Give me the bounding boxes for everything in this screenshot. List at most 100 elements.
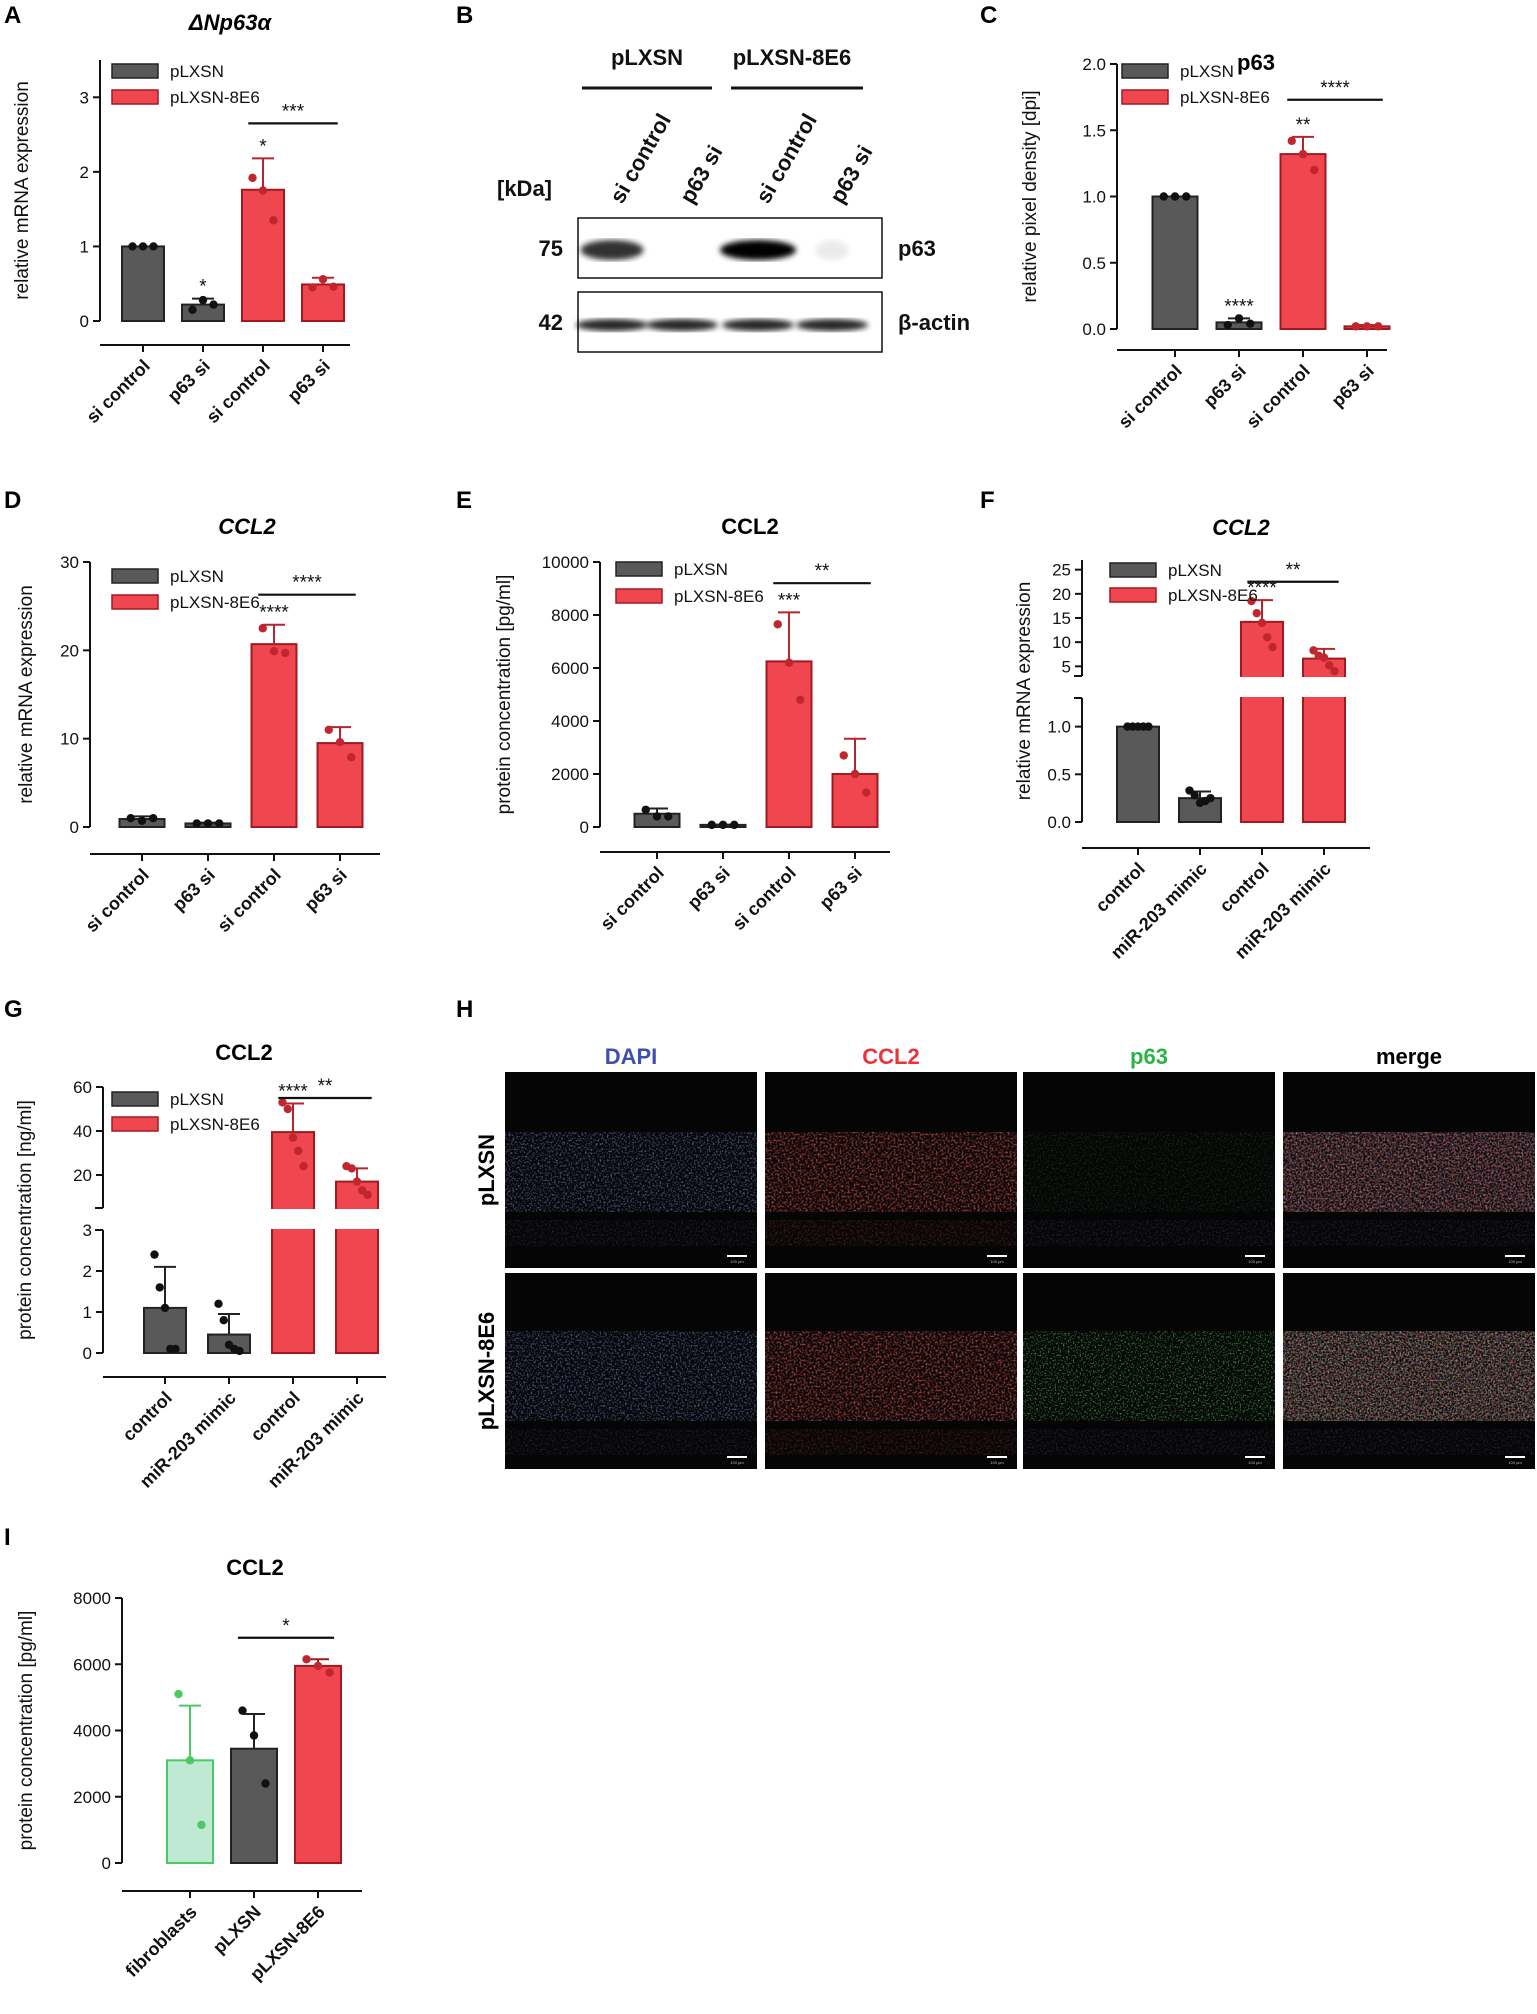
- protein-band: [580, 240, 644, 260]
- scale-bar-label: 100 µm: [730, 1259, 744, 1264]
- stroma-stain: [1023, 1429, 1275, 1455]
- bar-break-gap: [1239, 677, 1285, 697]
- lane-label: si control: [605, 109, 676, 207]
- significance-label: ***: [778, 590, 801, 611]
- y-tick-label: 20: [73, 1166, 92, 1185]
- legend-swatch: [111, 1116, 159, 1132]
- scale-bar-label: 100 µm: [1248, 1259, 1262, 1264]
- data-point: [261, 1779, 270, 1788]
- row-label: pLXSN-8E6: [474, 1312, 499, 1431]
- chart-title: CCL2: [215, 1040, 272, 1065]
- bar: [1151, 195, 1199, 330]
- channel-label: CCL2: [862, 1044, 919, 1069]
- y-tick-label: 0.0: [1082, 320, 1106, 339]
- micrograph: 100 µm: [1283, 1273, 1535, 1469]
- data-point: [126, 813, 135, 823]
- protein-band: [796, 319, 868, 331]
- x-tick-label: fibroblasts: [122, 1902, 201, 1981]
- y-tick-label: 15: [1052, 609, 1071, 628]
- y-tick-label: 5: [1062, 657, 1071, 676]
- data-point: [1263, 633, 1272, 642]
- y-tick-label: 8000: [551, 606, 589, 625]
- y-tick-label: 40: [73, 1122, 92, 1141]
- bar: [335, 1180, 379, 1354]
- data-point: [174, 1689, 183, 1699]
- micrograph: 100 µm: [1283, 1072, 1535, 1268]
- x-tick-label: control: [1092, 859, 1149, 916]
- data-point: [198, 295, 208, 305]
- y-tick-label: 4000: [73, 1722, 111, 1741]
- legend-label: pLXSN: [1168, 561, 1222, 580]
- data-point: [278, 1098, 287, 1107]
- lane-label: p63 si: [825, 141, 878, 208]
- significance-label: **: [815, 561, 830, 582]
- data-point: [150, 1250, 159, 1259]
- chart-panel-C: p63 relative pixel density [dpi] 0.0 0.5 1.0…: [1020, 50, 1391, 432]
- y-tick-label: 3: [83, 1221, 92, 1240]
- protein-band: [722, 319, 794, 331]
- legend-label: pLXSN: [674, 560, 728, 579]
- data-point: [707, 820, 716, 830]
- significance-label: ****: [292, 573, 322, 594]
- data-point: [137, 816, 147, 826]
- x-tick-label: si control: [202, 356, 273, 427]
- data-point: [1268, 642, 1277, 652]
- data-point: [839, 751, 848, 760]
- data-point: [283, 1104, 292, 1114]
- data-point: [1374, 322, 1383, 331]
- significance-label: **: [318, 1076, 333, 1097]
- chart-title: CCL2: [721, 514, 778, 539]
- significance-label: ****: [259, 603, 289, 624]
- data-point: [1309, 646, 1318, 655]
- y-tick-label: 30: [60, 553, 79, 572]
- y-axis-label: protein concentration [ng/ml]: [15, 1100, 36, 1340]
- data-point: [641, 805, 650, 814]
- chart-title: CCL2: [226, 1555, 283, 1580]
- y-tick-label: 25: [1052, 561, 1071, 580]
- panel-letter-B: B: [456, 2, 473, 29]
- data-point: [209, 300, 218, 309]
- data-point: [796, 695, 805, 704]
- data-point: [347, 753, 356, 762]
- kda-label: [kDa]: [497, 176, 552, 201]
- micrograph: 100 µm: [1023, 1273, 1275, 1469]
- data-point: [1182, 192, 1191, 201]
- significance-label: ****: [1224, 296, 1254, 317]
- panel-letter-I: I: [4, 1524, 11, 1551]
- y-axis-label: relative mRNA expression: [16, 585, 37, 804]
- y-tick-label: 20: [1052, 585, 1071, 604]
- legend-label: pLXSN-8E6: [1168, 586, 1258, 605]
- data-point: [324, 725, 333, 735]
- channel-label: p63: [1130, 1044, 1168, 1069]
- protein-band: [576, 319, 648, 331]
- scale-bar-label: 100 µm: [1508, 1460, 1522, 1465]
- protein-band: [646, 319, 718, 331]
- y-axis-label: relative mRNA expression: [12, 81, 33, 300]
- panel-letter-C: C: [980, 2, 997, 29]
- bar: [765, 660, 813, 828]
- chart-panel-A: ΔNp63α relative mRNA expression 0 1 2 3 si con…: [12, 10, 350, 427]
- bar-break-gap: [1301, 677, 1347, 697]
- significance-label: ****: [278, 1082, 308, 1103]
- data-point: [188, 305, 197, 315]
- significance-label: *: [199, 277, 207, 298]
- lane-label: si control: [751, 109, 822, 207]
- stroma-stain: [1283, 1220, 1535, 1246]
- tissue-stain: [505, 1132, 757, 1212]
- data-point: [248, 173, 257, 183]
- kda-marker: 42: [539, 310, 563, 335]
- chart-title: p63: [1237, 50, 1275, 75]
- bar: [294, 1664, 342, 1864]
- data-point: [238, 1706, 247, 1715]
- data-point: [329, 282, 338, 291]
- y-tick-label: 2000: [73, 1788, 111, 1807]
- y-tick-label: 3: [80, 88, 89, 107]
- data-point: [155, 1283, 164, 1292]
- data-point: [325, 1668, 334, 1677]
- row-label: pLXSN: [474, 1134, 499, 1206]
- data-point: [149, 813, 158, 823]
- data-point: [850, 769, 860, 779]
- scale-bar-label: 100 µm: [1248, 1460, 1262, 1465]
- y-tick-label: 10: [60, 730, 79, 749]
- y-tick-label: 6000: [73, 1655, 111, 1674]
